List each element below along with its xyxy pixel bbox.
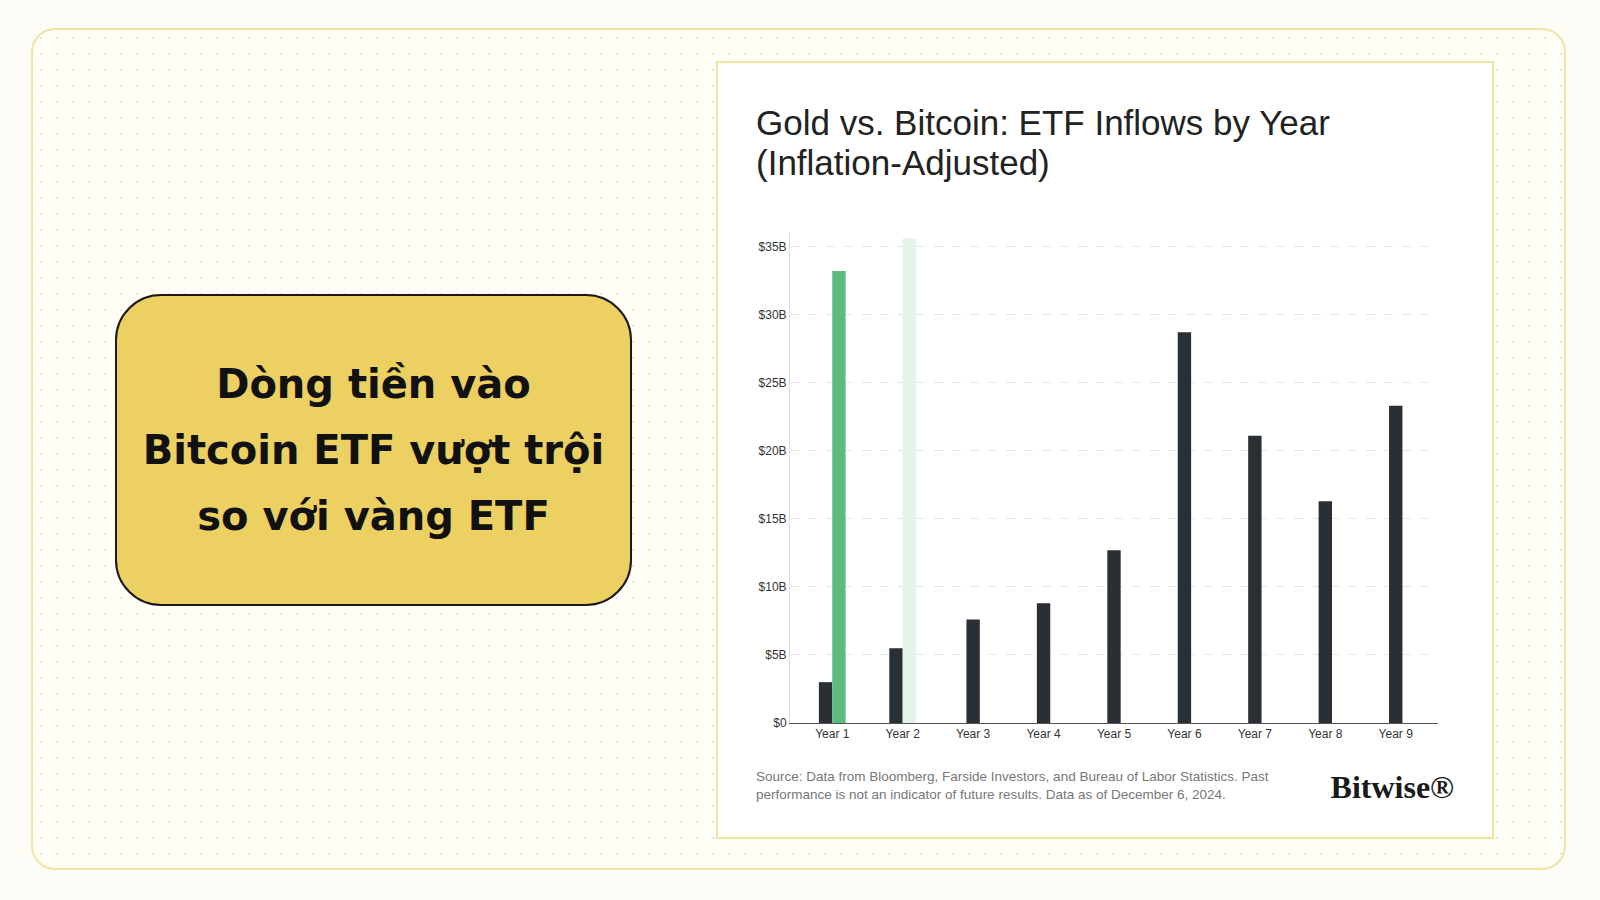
svg-text:Year 7: Year 7: [1238, 727, 1273, 741]
svg-text:$10B: $10B: [759, 580, 787, 594]
svg-text:$20B: $20B: [759, 444, 787, 458]
svg-text:Year 3: Year 3: [956, 727, 991, 741]
html-text:Bitwise®: Bitwise®: [1330, 769, 1454, 805]
svg-text:Year 6: Year 6: [1167, 727, 1202, 741]
svg-text:$25B: $25B: [759, 376, 787, 390]
svg-text:Year 4: Year 4: [1026, 727, 1061, 741]
svg-text:Year 1: Year 1: [815, 727, 850, 741]
svg-text:$15B: $15B: [759, 512, 787, 526]
html-text:Gold vs. Bitcoin: ETF Inflows: Gold vs. Bitcoin: ETF Inflows by Year (I…: [756, 103, 1330, 182]
svg-text:$5B: $5B: [765, 648, 786, 662]
svg-text:Year 9: Year 9: [1379, 727, 1414, 741]
svg-text:$30B: $30B: [759, 308, 787, 322]
html-text:Dòng tiền vào Bitcoin ETF vượt: Dòng tiền vào Bitcoin ETF vượt trội so v…: [142, 361, 605, 539]
svg-text:$0: $0: [773, 716, 787, 730]
svg-text:Year 2: Year 2: [886, 727, 921, 741]
html-text:Source: Data from Bloomberg, F: Source: Data from Bloomberg, Farside Inv…: [756, 769, 1269, 802]
svg-text:Year 8: Year 8: [1308, 727, 1343, 741]
svg-text:Year 5: Year 5: [1097, 727, 1132, 741]
svg-text:$35B: $35B: [759, 240, 787, 254]
